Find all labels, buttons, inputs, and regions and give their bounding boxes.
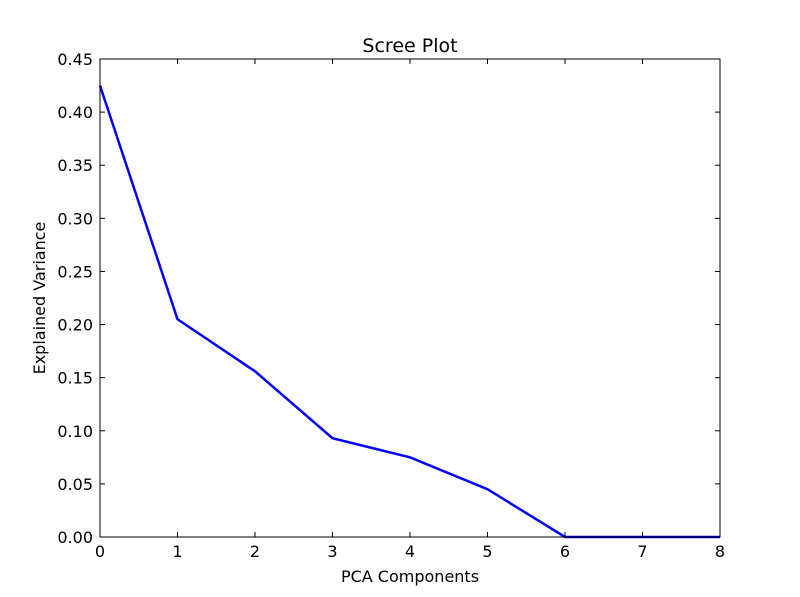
y-tick-label: 0.00 (57, 528, 93, 547)
x-tick-label: 1 (172, 542, 182, 561)
y-tick-label: 0.35 (57, 156, 93, 175)
chart-title: Scree Plot (362, 35, 457, 57)
labels-layer: 0 1 2 3 4 5 6 7 8 0.00 0.05 0.10 0.15 0.20 0.25 0.30 0.3… (57, 50, 725, 561)
y-tick-label: 0.40 (57, 103, 93, 122)
y-tick-label: 0.25 (57, 262, 93, 281)
x-tick-label: 5 (482, 542, 492, 561)
x-tick-label: 6 (560, 542, 570, 561)
y-tick-label: 0.10 (57, 422, 93, 441)
plot-area (100, 59, 720, 537)
x-tick-label: 4 (405, 542, 415, 561)
x-tick-label: 0 (95, 542, 105, 561)
y-tick-label: 0.15 (57, 369, 93, 388)
y-tick-label: 0.45 (57, 50, 93, 69)
x-tick-label: 7 (637, 542, 647, 561)
y-tick-label: 0.05 (57, 475, 93, 494)
y-axis-title: Explained Variance (30, 222, 49, 375)
y-tick-label: 0.30 (57, 209, 93, 228)
x-tick-label: 2 (250, 542, 260, 561)
y-tick-label: 0.20 (57, 316, 93, 335)
plot-frame (99, 58, 721, 538)
x-tick-label: 3 (327, 542, 337, 561)
x-tick-label: 8 (715, 542, 725, 561)
x-axis-title: PCA Components (341, 567, 479, 586)
